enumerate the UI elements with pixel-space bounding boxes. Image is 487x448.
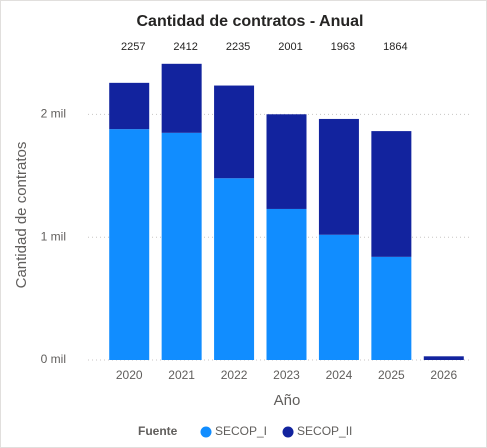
bar-segment xyxy=(266,208,307,360)
x-tick-label: 2023 xyxy=(273,368,300,382)
bar-segment xyxy=(214,85,255,179)
total-label: 1963 xyxy=(331,41,355,53)
bar-segment xyxy=(109,129,150,360)
bar-segment xyxy=(161,132,202,360)
legend-label: SECOP_I xyxy=(215,424,267,438)
x-tick-label: 2026 xyxy=(430,368,457,382)
legend-label: SECOP_II xyxy=(297,424,352,438)
bar-segment xyxy=(161,63,202,133)
x-tick-label: 2025 xyxy=(378,368,405,382)
total-label: 2235 xyxy=(226,41,250,53)
x-tick-label: 2022 xyxy=(221,368,248,382)
bar-segment xyxy=(109,82,150,130)
bar-segment xyxy=(318,234,359,360)
total-label: 2257 xyxy=(121,41,145,53)
total-label: 2001 xyxy=(278,41,302,53)
x-tick-label: 2024 xyxy=(326,368,353,382)
y-tick-label: 2 mil xyxy=(41,107,66,121)
legend: Fuente xyxy=(138,424,178,438)
bar-segment xyxy=(371,131,412,257)
y-tick-label: 1 mil xyxy=(41,229,66,243)
legend-marker xyxy=(200,426,212,438)
total-label: 1864 xyxy=(383,41,407,53)
total-label: 2412 xyxy=(173,41,197,53)
x-tick-label: 2020 xyxy=(116,368,143,382)
legend-title: Fuente xyxy=(138,424,178,438)
bar-segment xyxy=(318,118,359,235)
y-axis-label: Cantidad de contratos xyxy=(13,142,30,289)
bar-segment xyxy=(214,178,255,360)
bar-segment xyxy=(266,114,307,209)
legend-marker xyxy=(282,426,294,438)
x-axis-label: Año xyxy=(274,392,301,409)
bar-segment xyxy=(371,256,412,360)
x-tick-label: 2021 xyxy=(168,368,195,382)
chart-title: Cantidad de contratos - Anual xyxy=(137,13,364,30)
bar-segment xyxy=(423,356,464,360)
y-tick-label: 0 mil xyxy=(41,352,66,366)
